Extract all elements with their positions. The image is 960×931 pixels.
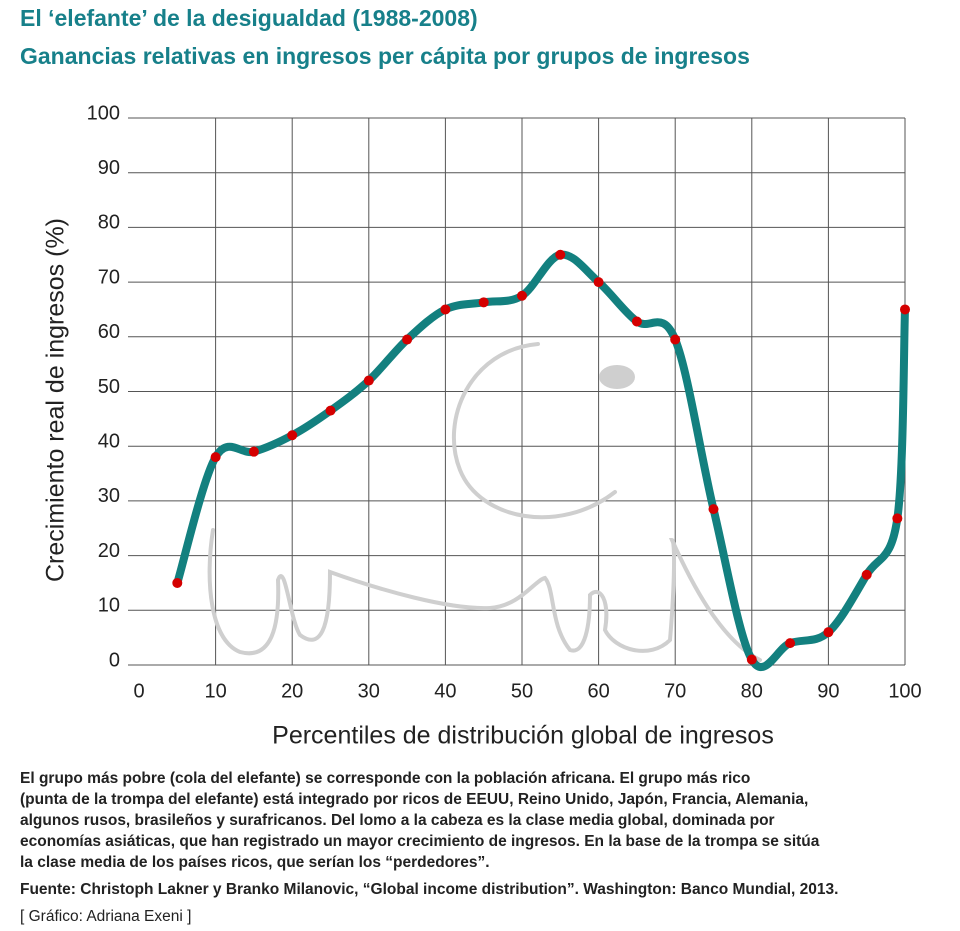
data-point	[440, 304, 451, 315]
data-point	[210, 452, 221, 463]
x-tick-label: 50	[511, 680, 533, 702]
x-tick-label: 80	[741, 680, 763, 702]
x-axis-label: Percentiles de distribución global de in…	[272, 722, 774, 750]
data-point	[287, 430, 298, 441]
elephant-silhouette	[207, 342, 762, 662]
data-point	[631, 316, 642, 327]
caption-line: El grupo más pobre (cola del elefante) s…	[20, 770, 750, 787]
y-axis-label: Crecimiento real de ingresos (%)	[42, 218, 70, 582]
data-point	[555, 249, 566, 260]
data-point	[363, 375, 374, 386]
caption: El grupo más pobre (cola del elefante) s…	[20, 770, 820, 871]
data-point	[823, 627, 834, 638]
data-point	[708, 504, 719, 515]
y-tick-label: 30	[98, 485, 120, 507]
data-point	[861, 569, 872, 580]
data-point	[517, 290, 527, 301]
x-tick-label: 60	[587, 680, 609, 702]
y-tick-label: 80	[98, 212, 120, 234]
data-point	[892, 513, 903, 524]
data-point	[670, 334, 681, 345]
data-point	[478, 297, 489, 308]
x-tick-label: 20	[281, 680, 303, 702]
x-tick-label: 40	[434, 680, 456, 702]
source: Fuente: Christoph Lakner y Branko Milano…	[20, 881, 838, 898]
data-point	[593, 277, 604, 288]
series-line	[173, 250, 909, 671]
y-tick-label: 50	[98, 376, 120, 398]
chart-subtitle: Ganancias relativas en ingresos per cápi…	[20, 43, 750, 69]
x-tick-label: 10	[204, 680, 226, 702]
y-tick-label: 10	[98, 595, 120, 617]
data-point	[900, 304, 910, 315]
data-point	[325, 405, 336, 416]
y-tick-label: 70	[98, 266, 120, 288]
data-point	[785, 638, 796, 649]
y-tick-label: 0	[109, 649, 120, 671]
x-tick-label: 100	[888, 680, 921, 702]
caption-line: (punta de la trompa del elefante) está i…	[20, 791, 808, 808]
x-tick-label: 30	[358, 680, 380, 702]
y-tick-label: 100	[87, 102, 120, 124]
data-point	[172, 577, 183, 588]
y-tick-label: 20	[98, 540, 120, 562]
plot-area	[172, 249, 910, 671]
data-point	[402, 334, 413, 345]
credit: [ Gráfico: Adriana Exeni ]	[20, 908, 191, 925]
data-point	[746, 654, 757, 665]
chart-title: El ‘elefante’ de la desigualdad (1988-20…	[20, 5, 478, 31]
x-tick-label: 0	[133, 680, 144, 702]
x-tick-label: 90	[817, 680, 839, 702]
caption-line: la clase media de los países ricos, que …	[20, 854, 490, 871]
data-point	[248, 446, 259, 457]
caption-line: economías asiáticas, que han registrado …	[20, 833, 820, 850]
y-tick-label: 60	[98, 321, 120, 343]
caption-line: algunos rusos, brasileños y surafricanos…	[20, 812, 775, 829]
y-tick-label: 90	[98, 157, 120, 179]
x-tick-label: 70	[664, 680, 686, 702]
y-tick-label: 40	[98, 430, 120, 452]
